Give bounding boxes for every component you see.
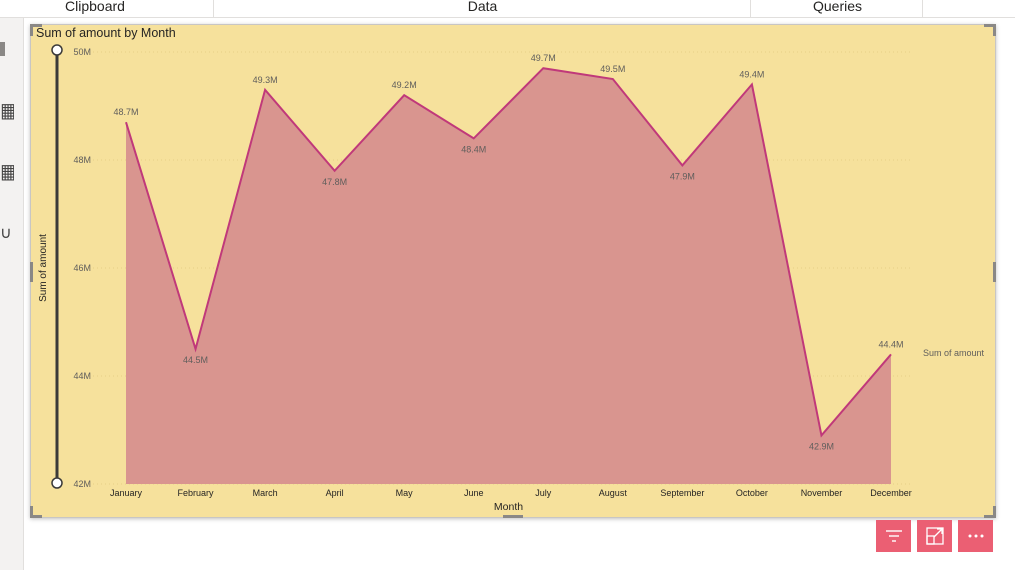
- focus-mode-icon: [926, 527, 944, 545]
- y-axis-title: Sum of amount: [38, 234, 49, 302]
- filter-button[interactable]: [876, 520, 911, 552]
- resize-handle[interactable]: [30, 24, 33, 36]
- data-label: 49.4M: [739, 69, 764, 79]
- resize-handle[interactable]: [503, 515, 523, 518]
- x-tick-label: November: [801, 488, 843, 498]
- zoom-slider-handle-bottom[interactable]: [52, 478, 62, 488]
- x-tick-label: June: [464, 488, 484, 498]
- resize-handle[interactable]: [993, 506, 996, 518]
- ribbon-separator: [213, 0, 214, 18]
- resize-handle[interactable]: [993, 262, 996, 282]
- ribbon-group-queries[interactable]: Queries: [795, 0, 880, 18]
- model-view-icon[interactable]: ∪: [0, 223, 14, 245]
- x-tick-label: July: [535, 488, 552, 498]
- data-label: 47.8M: [322, 177, 347, 187]
- data-label: 47.9M: [670, 171, 695, 181]
- chart-svg: 42M 44M 46M 48M 50M Sum of amount January Febr…: [31, 25, 997, 519]
- zoom-slider-handle-top[interactable]: [52, 45, 62, 55]
- more-options-icon: [968, 534, 984, 538]
- data-label: 44.5M: [183, 355, 208, 365]
- focus-mode-button[interactable]: [917, 520, 952, 552]
- x-tick-label: October: [736, 488, 768, 498]
- data-label: 44.4M: [878, 339, 903, 349]
- data-label: 48.7M: [113, 107, 138, 117]
- x-tick-label: December: [870, 488, 912, 498]
- ribbon-separator: [750, 0, 751, 18]
- area-fill: [126, 68, 891, 484]
- resize-handle[interactable]: [993, 24, 996, 36]
- data-view-icon[interactable]: ▦: [0, 161, 14, 183]
- data-label: 49.5M: [600, 64, 625, 74]
- ribbon-group-clipboard[interactable]: Clipboard: [50, 0, 140, 18]
- filter-icon: [886, 529, 902, 543]
- ribbon-separator: [922, 0, 923, 18]
- legend-label: Sum of amount: [923, 348, 985, 358]
- data-label: 48.4M: [461, 144, 486, 154]
- x-tick-label: August: [599, 488, 628, 498]
- y-tick-label: 42M: [73, 479, 91, 489]
- resize-handle[interactable]: [30, 262, 33, 282]
- x-tick-label: September: [660, 488, 704, 498]
- data-label: 49.2M: [392, 80, 417, 90]
- x-tick-label: January: [110, 488, 143, 498]
- data-label: 49.7M: [531, 53, 556, 63]
- x-tick-label: April: [326, 488, 344, 498]
- more-options-button[interactable]: [958, 520, 993, 552]
- data-label: 49.3M: [253, 75, 278, 85]
- ribbon-group-data[interactable]: Data: [440, 0, 525, 18]
- x-axis-title: Month: [494, 501, 523, 513]
- y-tick-label: 50M: [73, 47, 91, 57]
- x-tick-label: May: [396, 488, 414, 498]
- y-tick-label: 46M: [73, 263, 91, 273]
- x-tick-label: February: [178, 488, 215, 498]
- y-tick-label: 44M: [73, 371, 91, 381]
- table-view-icon[interactable]: ▦: [0, 100, 14, 122]
- x-tick-label: March: [253, 488, 278, 498]
- area-chart-visual[interactable]: Sum of amount by Month 42M 44M 46M 48M 50M Su…: [30, 24, 996, 518]
- report-view-icon[interactable]: [0, 42, 5, 56]
- y-tick-label: 48M: [73, 155, 91, 165]
- data-label: 42.9M: [809, 441, 834, 451]
- view-sidebar: ▦ ▦ ∪: [0, 18, 24, 570]
- resize-handle[interactable]: [30, 506, 33, 518]
- ribbon: Clipboard Data Queries: [0, 0, 1015, 18]
